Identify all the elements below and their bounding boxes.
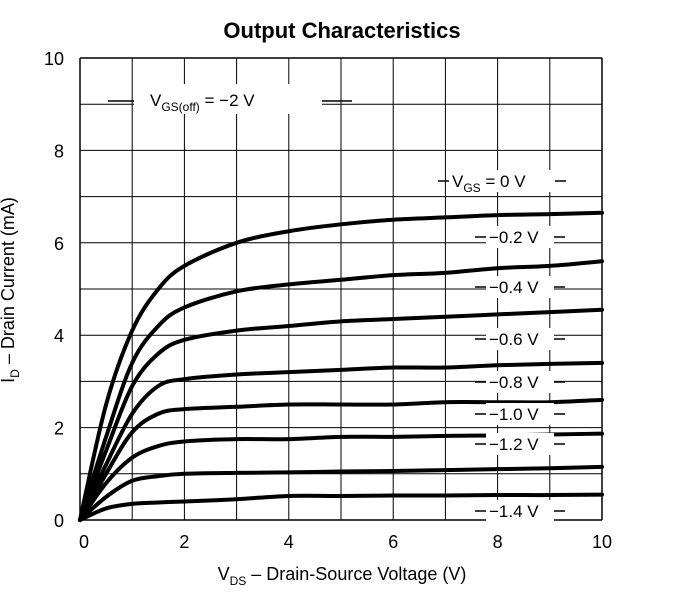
- curve-label-background: [486, 328, 554, 350]
- curve-line: [78, 397, 604, 522]
- curve-label-background: [449, 170, 555, 192]
- curve-label: −1.0 V: [489, 405, 539, 424]
- curve-label-background: [486, 276, 554, 298]
- curve-group: [78, 210, 604, 522]
- curve-label: −0.4 V: [489, 278, 539, 297]
- y-tick-label: 0: [54, 511, 64, 531]
- y-tick-label: 4: [54, 326, 64, 346]
- y-axis-ticks: 0 2 4 6 8 10: [44, 49, 64, 531]
- x-tick-label: 10: [592, 532, 612, 552]
- curve-label: VGS = 0 V: [452, 172, 526, 195]
- vgs-off-annotation-background: [134, 84, 322, 114]
- curve-label: −1.2 V: [489, 435, 539, 454]
- x-tick-label: 4: [284, 532, 294, 552]
- curve-label-group: VGS = 0 V −0.2 V −0.4 V −0.6 V −0.8 V −1.0 V −…: [438, 170, 566, 522]
- vgs-off-annotation: VGS(off) = −2 V: [108, 84, 352, 114]
- vgs-off-label: VGS(off) = −2 V: [150, 91, 255, 114]
- curve-label-background: [486, 226, 554, 248]
- x-axis-label: VDS – Drain-Source Voltage (V): [218, 564, 467, 588]
- x-tick-label: 0: [79, 532, 89, 552]
- curve-line: [78, 210, 604, 522]
- curve-label-background: [486, 500, 554, 522]
- curve-label: −0.2 V: [489, 228, 539, 247]
- curve-label-background: [486, 403, 554, 425]
- curve-line: [78, 492, 604, 522]
- chart-title: Output Characteristics: [223, 18, 460, 43]
- curve-label-background: [486, 433, 554, 455]
- y-tick-label: 10: [44, 49, 64, 69]
- y-axis-label: ID – Drain Current (mA): [0, 197, 22, 383]
- curve-label-background: [486, 371, 554, 393]
- curve-line: [78, 259, 604, 522]
- curve-line: [78, 464, 604, 522]
- chart-grid: [79, 57, 603, 521]
- curve-label: −0.6 V: [489, 330, 539, 349]
- y-tick-label: 2: [54, 419, 64, 439]
- x-tick-label: 8: [493, 532, 503, 552]
- y-tick-label: 8: [54, 141, 64, 161]
- curve-line: [78, 307, 604, 522]
- curve-label: −1.4 V: [489, 502, 539, 521]
- curve-label: −0.8 V: [489, 373, 539, 392]
- x-tick-label: 2: [179, 532, 189, 552]
- x-tick-label: 6: [388, 532, 398, 552]
- x-axis-ticks: 0 2 4 6 8 10: [79, 532, 612, 552]
- y-tick-label: 6: [54, 234, 64, 254]
- curve-line: [78, 360, 604, 522]
